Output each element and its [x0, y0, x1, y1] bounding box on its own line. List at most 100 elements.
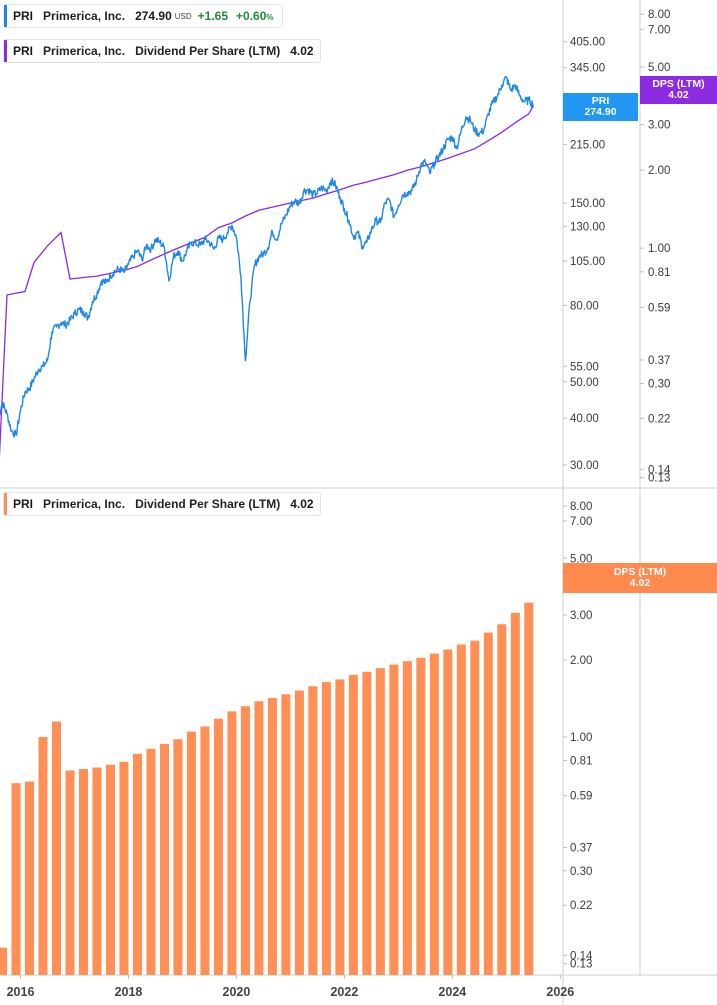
- dps-bar: [429, 653, 439, 975]
- dps-axis-tick-label-bottom: 0.30: [570, 866, 592, 878]
- legend-price-change-pct: +0.60%: [236, 9, 274, 23]
- dps-axis-tick-label-top: 7.00: [648, 24, 670, 36]
- dps-bar: [240, 706, 250, 975]
- dps-bar: [470, 640, 480, 975]
- legend-dps-bottom-metric: Dividend Per Share (LTM): [135, 497, 281, 511]
- price-flag-title: PRI: [591, 95, 610, 107]
- dps-axis-tick-label-bottom: 3.00: [570, 610, 592, 622]
- x-axis-tick-label: 2020: [223, 985, 251, 999]
- legend-price-swatch: [4, 5, 7, 27]
- dps-bar: [267, 698, 277, 975]
- dps-bar: [348, 674, 358, 975]
- legend-price-change-pct-value: +0.60: [236, 9, 267, 23]
- legend-price[interactable]: PRI Primerica, Inc. 274.90 USD +1.65 +0.…: [3, 4, 283, 28]
- dps-bar: [483, 632, 493, 975]
- legend-dps-bottom-value: 4.02: [290, 497, 314, 511]
- dps-axis-tick-label-bottom: 0.81: [570, 755, 592, 767]
- dps-axis-tick-label-bottom: 0.14: [570, 950, 593, 962]
- legend-dps-bottom-swatch: [4, 493, 7, 515]
- x-axis-tick-label: 2016: [7, 985, 35, 999]
- dps-axis-tick-label-top: 0.22: [648, 413, 670, 425]
- dps-axis-tick-label-bottom: 0.37: [570, 842, 592, 854]
- dps-bar: [335, 679, 345, 975]
- legend-dps-top-swatch: [4, 40, 7, 62]
- dps-bar: [497, 624, 507, 975]
- x-axis-tick-label: 2022: [330, 985, 358, 999]
- legend-dps-top-value: 4.02: [290, 44, 314, 58]
- legend-price-pct-sign: %: [266, 13, 274, 22]
- dps-bar: [254, 701, 264, 975]
- dps-bar: [105, 764, 115, 975]
- dps-bar: [78, 768, 88, 975]
- dps-axis-tick-label-bottom: 0.59: [570, 791, 592, 803]
- dps-bar: [416, 657, 426, 975]
- dps-bar: [375, 668, 385, 975]
- dps-bar: [132, 753, 142, 975]
- price-axis-tick-label: 345.00: [570, 63, 605, 75]
- price-axis-tick-label: 130.00: [570, 221, 605, 233]
- price-axis-tick-label: 405.00: [570, 37, 605, 49]
- dps-axis-tick-label-top: 0.13: [648, 473, 670, 485]
- dps-axis-tick-label-bottom: 0.22: [570, 900, 592, 912]
- dps-bar: [200, 726, 210, 975]
- dps-axis-tick-label-top: 1.00: [648, 243, 670, 255]
- legend-price-unit: USD: [174, 11, 192, 21]
- legend-price-value: 274.90: [135, 9, 172, 23]
- dps-bar: [11, 783, 21, 975]
- x-axis-tick-label: 2026: [546, 985, 574, 999]
- dps-flag-bottom: DPS (LTM) 4.02: [563, 563, 717, 593]
- price-axis-tick-label: 50.00: [570, 377, 599, 389]
- dps-flag-bottom-title: DPS (LTM): [613, 566, 667, 578]
- dps-bar: [186, 731, 196, 975]
- dps-axis-tick-label-bottom: 1.00: [570, 732, 592, 744]
- dps-axis-tick-label-bottom: 2.00: [570, 655, 592, 667]
- dps-flag-top: DPS (LTM) 4.02: [640, 76, 717, 104]
- price-flag-value: 274.90: [584, 106, 617, 118]
- dps-bar: [173, 739, 183, 975]
- legend-dps-bottom-symbol: PRI: [13, 497, 34, 511]
- dps-bar: [389, 664, 399, 975]
- dps-axis-tick-label-top: 8.00: [648, 9, 670, 21]
- price-axis-tick-label: 55.00: [570, 361, 599, 373]
- legend-price-symbol: PRI: [13, 9, 34, 23]
- dps-bar: [510, 612, 520, 975]
- dps-axis-tick-label-bottom: 7.00: [570, 516, 592, 528]
- dps-bar: [51, 721, 61, 975]
- legend-dps-top-name: Primerica, Inc.: [43, 44, 126, 58]
- price-axis-tick-label: 150.00: [570, 198, 605, 210]
- legend-dps-bottom-name: Primerica, Inc.: [43, 497, 126, 511]
- dps-line: [0, 105, 534, 458]
- price-axis-tick-label: 30.00: [570, 460, 599, 472]
- dps-bar: [443, 649, 453, 975]
- dps-axis-tick-label-bottom: 0.13: [570, 959, 592, 971]
- dps-bar: [294, 690, 304, 975]
- dps-bar: [38, 737, 48, 975]
- dps-flag-top-title: DPS (LTM): [652, 78, 705, 90]
- dps-axis-tick-label-top: 0.14: [648, 464, 671, 476]
- dps-axis-tick-label-top: 0.81: [648, 267, 670, 279]
- dps-bar: [92, 767, 102, 975]
- dps-bar: [402, 661, 412, 975]
- dps-bar: [146, 748, 156, 975]
- dps-axis-tick-label-top: 5.00: [648, 62, 670, 74]
- dps-axis-tick-label-top: 0.30: [648, 379, 670, 391]
- x-axis-tick-label: 2018: [115, 985, 143, 999]
- dps-bar: [65, 770, 75, 975]
- price-axis-tick-label: 215.00: [570, 140, 605, 152]
- dps-axis-tick-label-bottom: 8.00: [570, 501, 592, 513]
- dps-flag-top-value: 4.02: [668, 89, 689, 101]
- legend-dps-top-metric: Dividend Per Share (LTM): [135, 44, 281, 58]
- dps-axis-tick-label-bottom: 5.00: [570, 553, 592, 565]
- legend-dps-bottom[interactable]: PRI Primerica, Inc. Dividend Per Share (…: [3, 492, 321, 516]
- dps-flag-bottom-value: 4.02: [629, 577, 651, 589]
- x-axis-tick-label: 2024: [438, 985, 466, 999]
- dps-axis-tick-label-top: 3.00: [648, 120, 670, 132]
- price-axis-tick-label: 80.00: [570, 300, 599, 312]
- legend-dps-top[interactable]: PRI Primerica, Inc. Dividend Per Share (…: [3, 39, 321, 63]
- legend-price-name: Primerica, Inc.: [43, 9, 126, 23]
- dps-bar: [0, 947, 8, 975]
- price-line: [0, 75, 534, 438]
- dps-axis-tick-label-top: 0.37: [648, 355, 670, 367]
